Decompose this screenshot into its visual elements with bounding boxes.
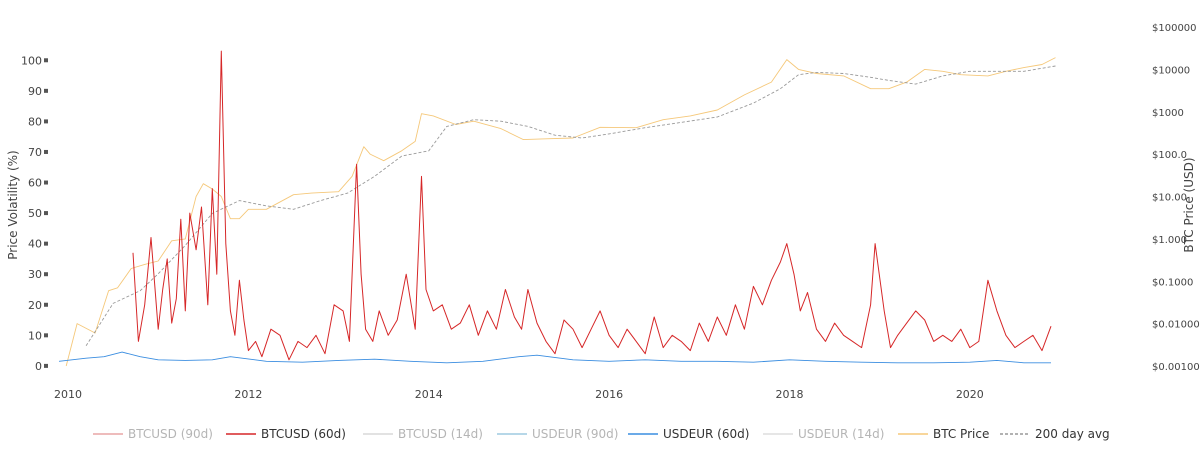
series-line-usdeur-60d <box>58 351 1051 364</box>
y-tick-mark <box>44 180 48 185</box>
legend-item[interactable]: BTC Price <box>933 427 989 441</box>
y-tick-mark <box>44 58 48 63</box>
legend-item[interactable]: USDEUR (60d) <box>663 427 749 441</box>
y-axis-title: Price Volatility (%) <box>6 150 20 260</box>
series-line-btcusd-60d <box>132 50 1052 361</box>
y-tick-label: 20 <box>28 299 42 312</box>
y-tick-mark <box>44 241 48 246</box>
legend-item[interactable]: 200 day avg <box>1035 427 1110 441</box>
y2-tick-label: $10000 <box>1152 65 1190 76</box>
series-line-200-day-avg <box>85 65 1056 347</box>
y-tick-mark <box>44 88 48 93</box>
y-tick-label: 0 <box>35 360 42 373</box>
y-tick-label: 80 <box>28 115 42 128</box>
legend-item[interactable]: BTCUSD (90d) <box>128 427 213 441</box>
y-tick-mark <box>44 363 48 368</box>
x-axis: 2010 2012 2014 2016 2018 2020 <box>54 388 984 401</box>
y2-tick-label: $100.0 <box>1152 150 1187 161</box>
y-tick-label: 70 <box>28 146 42 159</box>
y-tick-mark <box>44 333 48 338</box>
y-tick-mark <box>44 302 48 307</box>
y-tick-label: 40 <box>28 238 42 251</box>
y-tick-mark <box>44 272 48 277</box>
y-tick-mark <box>44 119 48 124</box>
y-tick-label: 90 <box>28 85 42 98</box>
y-tick-label: 30 <box>28 268 42 281</box>
y2-tick-label: $0.001000 <box>1152 362 1200 373</box>
y2-tick-label: $0.01000 <box>1152 320 1200 331</box>
x-tick-label: 2012 <box>234 388 262 401</box>
y2-tick-label: $1.000 <box>1152 235 1187 246</box>
x-tick-label: 2010 <box>54 388 82 401</box>
y-tick-label: 100 <box>21 54 42 67</box>
legend-item[interactable]: USDEUR (14d) <box>798 427 884 441</box>
x-tick-label: 2018 <box>775 388 803 401</box>
x-tick-label: 2020 <box>956 388 984 401</box>
y2-axis-title: BTC Price (USD) <box>1182 157 1196 252</box>
y-axis-left: 0 10 20 30 40 50 60 70 80 90 100 <box>21 54 48 373</box>
x-tick-label: 2016 <box>595 388 623 401</box>
y-tick-mark <box>44 149 48 154</box>
y-axis-right: $0.001000 $0.01000 $0.1000 $1.000 $10.00 $100… <box>1152 23 1200 373</box>
y-tick-label: 10 <box>28 329 42 342</box>
y2-tick-label: $0.1000 <box>1152 277 1193 288</box>
legend-item[interactable]: USDEUR (90d) <box>532 427 618 441</box>
y-tick-label: 60 <box>28 177 42 190</box>
legend-item[interactable]: BTCUSD (14d) <box>398 427 483 441</box>
series-line-btc-price <box>65 57 1056 367</box>
y2-tick-label: $10.00 <box>1152 193 1187 204</box>
y-tick-mark <box>44 211 48 216</box>
plot-area <box>58 50 1056 367</box>
y2-tick-label: $100000 <box>1152 23 1197 34</box>
y-tick-label: 50 <box>28 207 42 220</box>
legend-item[interactable]: BTCUSD (60d) <box>261 427 346 441</box>
legend: BTCUSD (90d) BTCUSD (60d) BTCUSD (14d) USDE… <box>93 427 1110 441</box>
y2-tick-label: $1000 <box>1152 108 1184 119</box>
x-tick-label: 2014 <box>415 388 443 401</box>
